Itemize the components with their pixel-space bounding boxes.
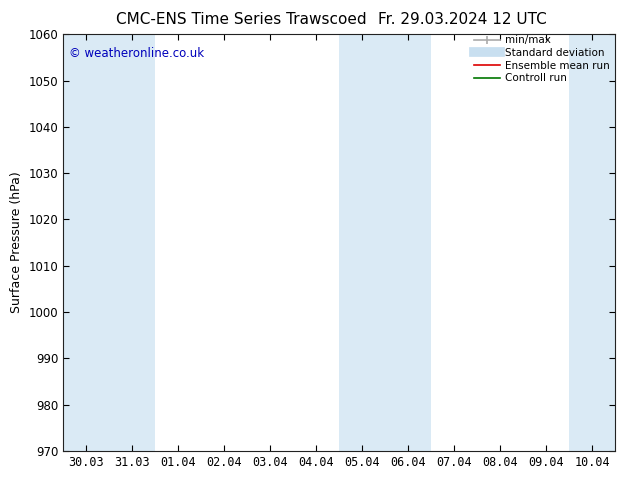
Bar (339, 34, 385, 451)
Bar (63, 34, 110, 451)
Text: Fr. 29.03.2024 12 UTC: Fr. 29.03.2024 12 UTC (378, 12, 547, 27)
Y-axis label: Surface Pressure (hPa): Surface Pressure (hPa) (10, 172, 23, 314)
Bar (569, 34, 634, 451)
Bar (110, 34, 155, 451)
Legend: min/max, Standard deviation, Ensemble mean run, Controll run: min/max, Standard deviation, Ensemble me… (474, 35, 610, 83)
Text: © weatheronline.co.uk: © weatheronline.co.uk (69, 47, 204, 60)
Text: CMC-ENS Time Series Trawscoed: CMC-ENS Time Series Trawscoed (115, 12, 366, 27)
Bar (385, 34, 431, 451)
